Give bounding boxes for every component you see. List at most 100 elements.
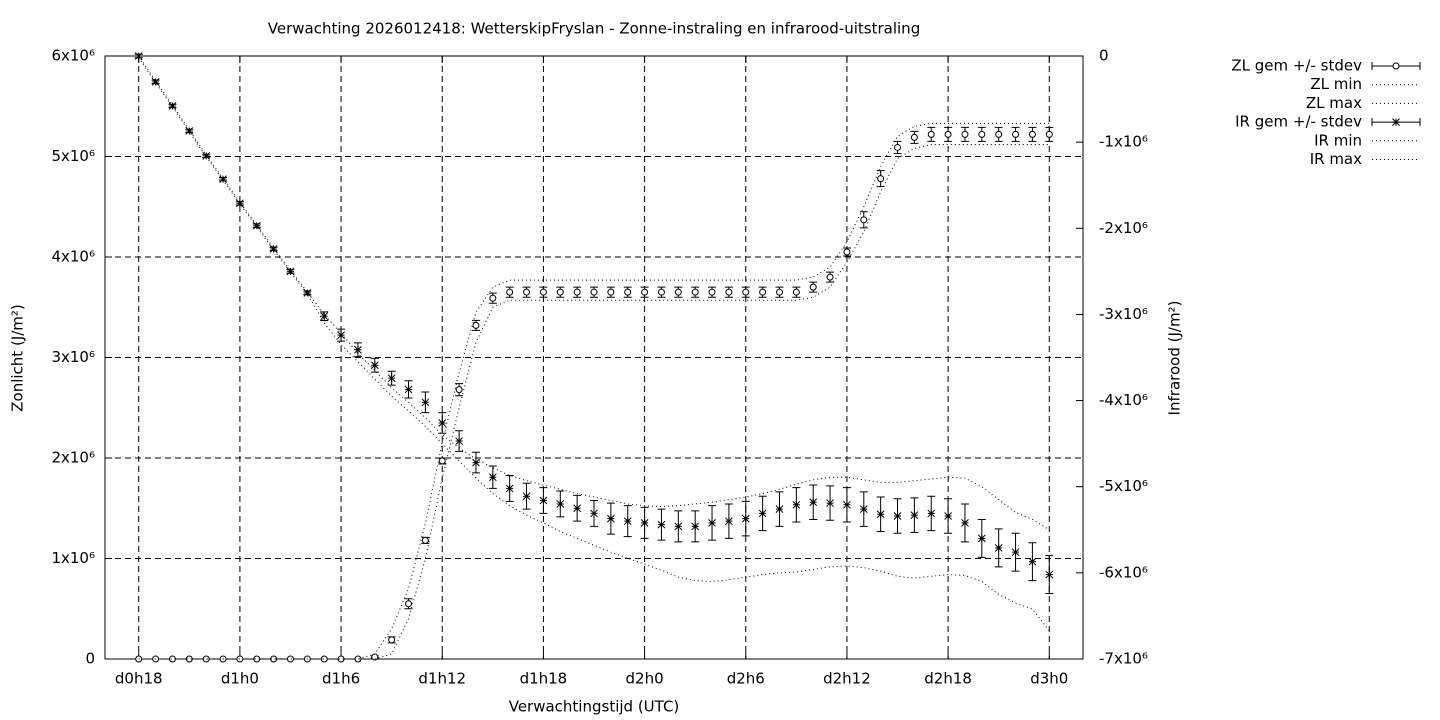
- point: [843, 500, 851, 509]
- point: [438, 419, 447, 427]
- point: [1028, 557, 1037, 566]
- point: [775, 505, 784, 513]
- point: [944, 130, 952, 138]
- point: [590, 288, 598, 296]
- point: [202, 655, 210, 663]
- point: [151, 77, 160, 86]
- y-tick-label: 0: [85, 650, 95, 668]
- point: [168, 655, 176, 663]
- point: [961, 130, 969, 138]
- point: [1392, 118, 1400, 126]
- point: [1012, 130, 1020, 138]
- point: [337, 655, 345, 663]
- point: [775, 288, 783, 296]
- point: [826, 499, 834, 507]
- point: [877, 175, 885, 183]
- point: [236, 199, 244, 208]
- point: [624, 288, 632, 296]
- point: [759, 288, 767, 296]
- point: [1045, 570, 1054, 579]
- point: [573, 504, 581, 513]
- x-tick-label: d1h18: [520, 670, 568, 688]
- point: [556, 288, 564, 296]
- point: [337, 331, 345, 339]
- point: [472, 458, 480, 467]
- point: [826, 273, 834, 281]
- point: [859, 505, 868, 513]
- point: [354, 655, 362, 663]
- point: [421, 398, 430, 407]
- x-tick-label: d2h12: [823, 670, 871, 688]
- point: [590, 509, 598, 518]
- y-tick-label: 3x10⁶: [51, 348, 95, 366]
- point: [269, 245, 278, 253]
- point: [607, 288, 615, 296]
- point: [809, 283, 817, 291]
- point: [809, 498, 818, 507]
- point: [522, 492, 531, 501]
- point: [742, 288, 750, 296]
- point: [927, 130, 935, 138]
- y2-tick-label: 0: [1099, 47, 1109, 65]
- x-tick-label: d1h0: [221, 670, 259, 688]
- point: [455, 386, 463, 394]
- point: [607, 514, 615, 523]
- point: [472, 321, 480, 329]
- point: [455, 437, 463, 445]
- point: [927, 509, 936, 518]
- point: [370, 361, 379, 370]
- legend-label: IR max: [1310, 150, 1362, 168]
- point: [1028, 130, 1036, 138]
- point: [691, 288, 699, 296]
- y2-tick-label: -4x10⁶: [1099, 391, 1148, 409]
- point: [860, 216, 868, 224]
- line: [138, 122, 1050, 660]
- point: [725, 517, 733, 526]
- y-tick-label: 4x10⁶: [51, 248, 95, 266]
- point: [741, 514, 750, 523]
- point: [978, 130, 986, 138]
- point: [134, 52, 143, 60]
- point: [252, 221, 261, 230]
- legend-label: ZL min: [1310, 75, 1362, 93]
- point: [539, 496, 548, 505]
- x-tick-label: d1h6: [322, 670, 360, 688]
- x-axis-label: Verwachtingstijd (UTC): [509, 698, 680, 716]
- point: [1011, 548, 1020, 557]
- point: [202, 152, 211, 160]
- y2-tick-label: -1x10⁶: [1099, 133, 1148, 151]
- point: [910, 133, 918, 141]
- point: [792, 500, 801, 509]
- point: [219, 175, 227, 184]
- point: [489, 294, 497, 302]
- y2-tick-label: -7x10⁶: [1099, 650, 1148, 668]
- point: [623, 517, 632, 526]
- point: [506, 288, 514, 296]
- point: [691, 522, 700, 531]
- point: [674, 288, 682, 296]
- line: [138, 55, 1050, 531]
- point: [523, 288, 531, 296]
- point: [657, 520, 666, 529]
- point: [977, 534, 986, 543]
- x-tick-label: d3h0: [1030, 670, 1068, 688]
- point: [708, 519, 716, 527]
- y-tick-label: 1x10⁶: [51, 549, 95, 567]
- point: [320, 655, 328, 663]
- point: [893, 512, 902, 520]
- point: [1392, 62, 1400, 70]
- point: [894, 143, 902, 151]
- point: [708, 288, 716, 296]
- y-axis-label: Zonlicht (J/m²): [9, 304, 27, 412]
- legend-label: ZL max: [1306, 94, 1362, 112]
- y2-tick-label: -5x10⁶: [1099, 477, 1148, 495]
- point: [387, 374, 396, 383]
- y-tick-label: 5x10⁶: [51, 147, 95, 165]
- point: [944, 512, 952, 520]
- x-tick-label: d2h6: [727, 670, 765, 688]
- legend-label: IR gem +/- stdev: [1235, 113, 1362, 131]
- x-tick-label: d0h18: [115, 670, 163, 688]
- point: [270, 655, 278, 663]
- point: [640, 519, 649, 527]
- point: [556, 500, 565, 508]
